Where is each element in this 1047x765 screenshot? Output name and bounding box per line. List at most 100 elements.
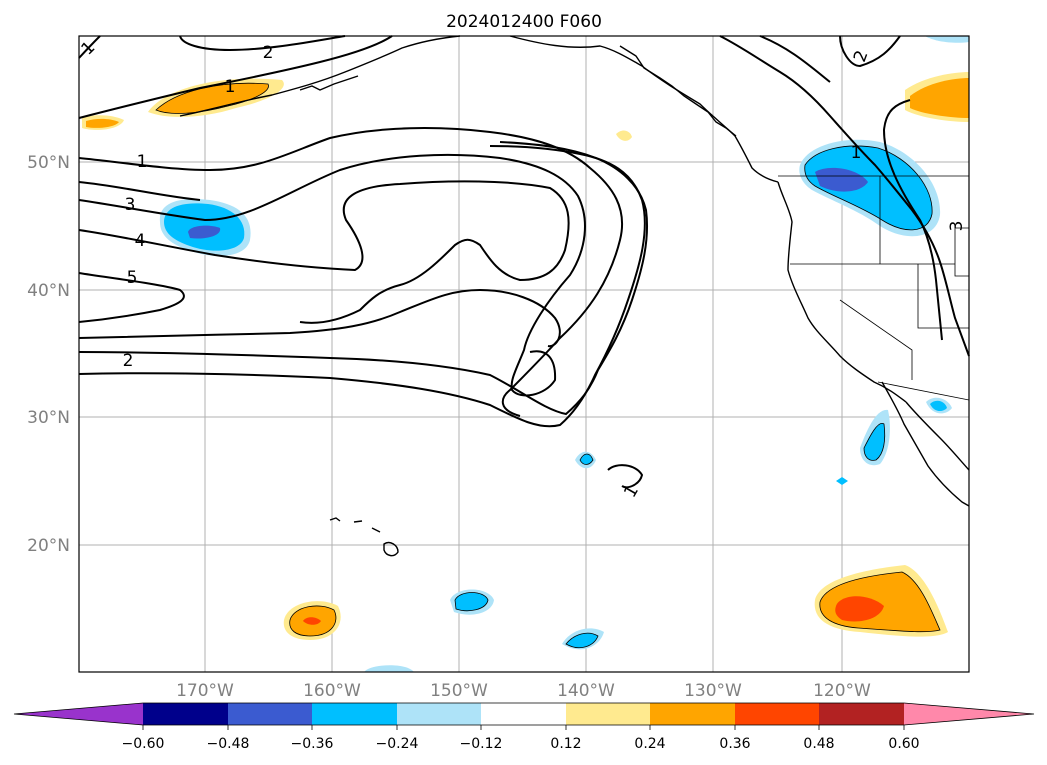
- graticule: [79, 36, 969, 672]
- colorbar-tick-label: −0.24: [376, 736, 419, 752]
- map-title: 2024012400 F060: [446, 12, 602, 32]
- us-west-coast: [777, 181, 907, 403]
- colorbar-segment: [819, 703, 904, 725]
- map-panel: 1 2 1 1 3 4 5 2 1 1 2 3: [78, 35, 970, 673]
- lon-label-150w: 150°W: [430, 681, 488, 701]
- colorbar-tick-label: 0.24: [634, 736, 665, 752]
- colorbar-tick-label: 0.36: [719, 736, 750, 752]
- contour-label: 1: [225, 77, 236, 97]
- contour-line: [839, 35, 901, 68]
- contour-label: 2: [123, 351, 134, 371]
- contour-label: 1: [851, 143, 862, 163]
- coastlines: [179, 35, 970, 557]
- colorbar-tick-label: −0.12: [460, 736, 503, 752]
- colorbar-segment: [481, 703, 566, 725]
- contour-line: [78, 180, 570, 324]
- map-frame: [78, 35, 970, 673]
- contour-line: [78, 145, 646, 428]
- colorbar-segment: [397, 703, 482, 725]
- anomaly-patch-negative: [188, 225, 221, 239]
- anomaly-outlines: [155, 82, 941, 649]
- anomaly-patch-positive: [86, 118, 119, 128]
- lon-label-130w: 130°W: [684, 681, 742, 701]
- lon-label-140w: 140°W: [557, 681, 615, 701]
- colorbar-segment: [312, 703, 397, 725]
- contour-line: [78, 288, 561, 348]
- mainland-mexico-coast: [905, 401, 970, 471]
- alaska-coast: [299, 75, 359, 91]
- anomaly-outline: [454, 592, 489, 612]
- lat-label-30n: 30°N: [27, 408, 70, 428]
- colorbar-under-arrow: [14, 703, 143, 725]
- contour-label: 5: [127, 268, 138, 288]
- anomaly-patch-negative: [836, 477, 848, 485]
- colorbar-segment: [143, 703, 228, 725]
- hawaii-island: [371, 527, 381, 533]
- us-mexico-border: [877, 381, 970, 401]
- contour-label: 4: [135, 231, 146, 251]
- contour-line: [882, 99, 943, 341]
- contour-line: [719, 35, 970, 357]
- hawaii-big-island: [383, 541, 399, 557]
- alaska-southeast-coast: [509, 35, 779, 183]
- contour-line: [759, 35, 831, 83]
- lat-label-40n: 40°N: [27, 281, 70, 301]
- colorbar-segment: [228, 703, 313, 725]
- anomaly-outline: [155, 82, 269, 114]
- contour-label: 2: [263, 43, 274, 63]
- colorbar-segment: [566, 703, 651, 725]
- contour-line: [78, 153, 586, 397]
- hawaii-island: [329, 517, 341, 522]
- black-contours: [78, 35, 970, 489]
- anomaly-patch-negative: [925, 36, 969, 43]
- colorbar-tick-label: −0.48: [207, 736, 250, 752]
- colorbar-ticks: [142, 725, 905, 730]
- hawaii-island: [353, 520, 363, 523]
- colorbar-tick-label: 0.60: [888, 736, 919, 752]
- anomaly-patch-positive: [156, 83, 269, 114]
- nevada-utah-border: [917, 264, 969, 329]
- baja-california-coast: [881, 381, 970, 507]
- anomaly-patch-positive: [303, 617, 321, 625]
- lat-label-50n: 50°N: [27, 153, 70, 173]
- anomaly-patch-negative: [364, 665, 414, 672]
- anomaly-patch-negative: [930, 400, 947, 412]
- contour-label: 3: [125, 195, 136, 215]
- colorbar-tick-label: −0.36: [291, 736, 334, 752]
- colorbar: −0.60 −0.48 −0.36 −0.24 −0.12 0.12 0.24 …: [13, 702, 1035, 752]
- anomaly-patch-negative: [566, 633, 598, 648]
- anomaly-patch-positive: [616, 130, 632, 141]
- anomaly-patch-negative: [864, 423, 885, 461]
- contour-line: [78, 181, 201, 201]
- contour-label: 1: [137, 152, 148, 172]
- anomaly-outline: [819, 571, 941, 633]
- lon-label-170w: 170°W: [176, 681, 234, 701]
- latitude-labels: 50°N 40°N 30°N 20°N: [27, 153, 70, 556]
- contour-line: [78, 35, 101, 59]
- anomaly-outline: [804, 145, 933, 231]
- california-nevada-border: [839, 299, 913, 380]
- lat-label-20n: 20°N: [27, 536, 70, 556]
- anomaly-patch-positive: [910, 78, 969, 118]
- lon-label-160w: 160°W: [303, 681, 361, 701]
- colorbar-segment: [735, 703, 820, 725]
- anomaly-outline: [289, 605, 337, 637]
- colorbar-tick-label: 0.12: [550, 736, 581, 752]
- alaska-panhandle-islands: [619, 45, 737, 137]
- anomaly-patch-positive: [835, 596, 884, 622]
- colorbar-over-arrow: [904, 703, 1034, 725]
- filled-anomalies: [82, 36, 969, 672]
- anomaly-patch-negative: [815, 167, 868, 192]
- longitude-labels: 170°W 160°W 150°W 140°W 130°W 120°W: [176, 681, 871, 701]
- contour-line: [607, 464, 644, 489]
- anomaly-outline: [579, 453, 594, 465]
- aleutian-chain: [179, 35, 461, 117]
- contour-label: 3: [947, 221, 967, 232]
- lon-label-120w: 120°W: [813, 681, 871, 701]
- contour-line: [179, 35, 346, 52]
- anomaly-patch-negative: [804, 145, 933, 230]
- anomaly-outline: [863, 423, 886, 461]
- anomaly-patch-negative: [455, 592, 488, 611]
- political-borders: [778, 175, 970, 401]
